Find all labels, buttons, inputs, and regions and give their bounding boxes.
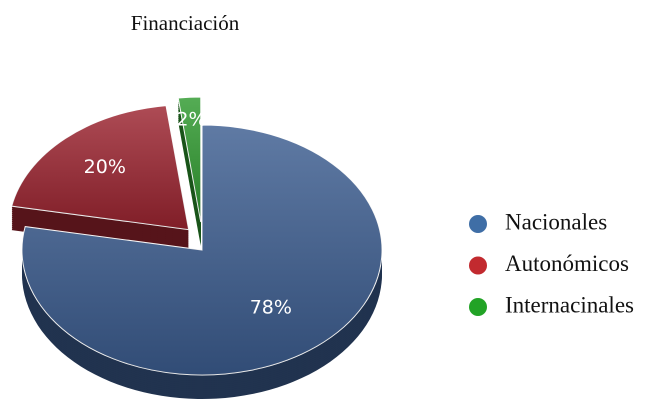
legend-marker — [469, 215, 487, 233]
legend-label: Internacinales — [505, 292, 634, 317]
pie: 78% 20% 2% — [11, 96, 383, 399]
legend-label: Nacionales — [505, 209, 607, 234]
legend-marker — [469, 298, 487, 316]
legend: Nacionales Autonómicos Internacinales — [469, 209, 634, 317]
slice-shade — [21, 125, 382, 375]
legend-label: Autonómicos — [505, 251, 629, 276]
slice-shade — [178, 97, 201, 223]
slice-shade — [11, 105, 189, 230]
slice-label: 78% — [250, 296, 292, 318]
legend-marker — [469, 256, 487, 275]
slice-label: 2% — [176, 108, 206, 130]
slice-label: 20% — [84, 156, 126, 178]
chart-title: Financiación — [131, 11, 240, 35]
